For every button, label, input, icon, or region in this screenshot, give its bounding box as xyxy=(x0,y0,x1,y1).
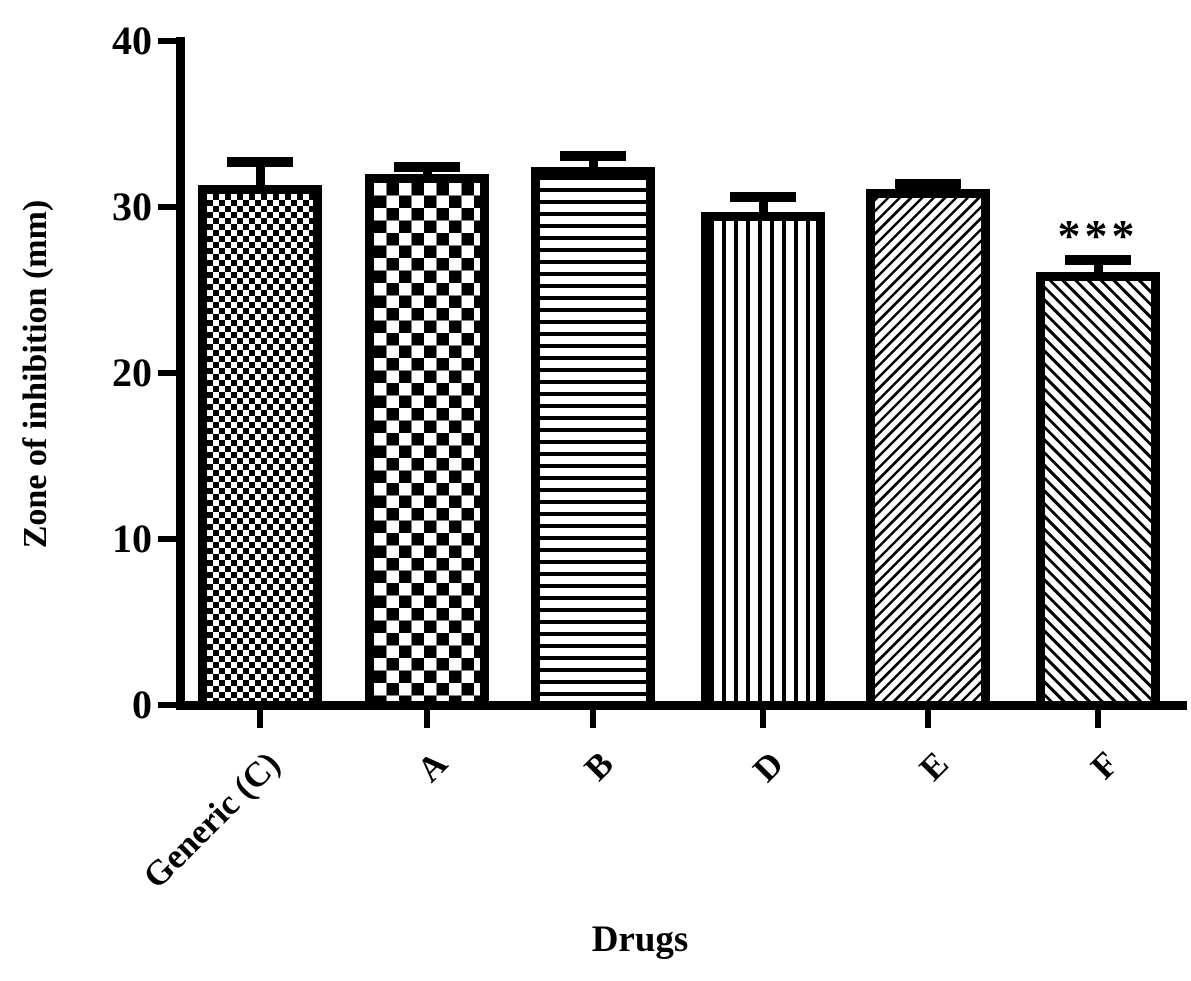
x-category-label: E xyxy=(911,744,956,789)
error-bar-stem xyxy=(256,165,265,191)
y-tick xyxy=(158,38,176,44)
x-category-label: B xyxy=(576,744,621,789)
x-tick xyxy=(257,710,263,728)
x-category-label: F xyxy=(1082,744,1126,787)
error-bar-cap xyxy=(895,179,961,189)
y-tick-label: 40 xyxy=(112,18,152,63)
y-tick xyxy=(158,204,176,210)
y-tick-label: 10 xyxy=(112,516,152,561)
x-tick xyxy=(1095,710,1101,728)
error-bar-cap xyxy=(394,162,460,172)
x-tick xyxy=(925,710,931,728)
x-axis-line xyxy=(176,701,1187,710)
error-bar-stem xyxy=(1094,263,1103,278)
y-tick xyxy=(158,536,176,542)
y-axis-line xyxy=(176,37,185,710)
error-bar-cap xyxy=(1065,255,1131,265)
y-axis-title: Zone of inhibition (mm) xyxy=(17,199,54,549)
error-bar-cap xyxy=(560,151,626,161)
error-bar-stem xyxy=(589,159,598,173)
bar xyxy=(866,189,990,710)
error-bar-cap xyxy=(227,157,293,167)
x-category-label: A xyxy=(409,744,455,790)
x-tick xyxy=(424,710,430,728)
y-tick-label: 0 xyxy=(132,682,152,727)
bar xyxy=(531,167,655,710)
y-tick xyxy=(158,702,176,708)
x-category-label: Generic (C) xyxy=(135,744,288,896)
bar xyxy=(701,212,825,710)
x-tick xyxy=(760,710,766,728)
y-tick xyxy=(158,370,176,376)
error-bar-stem xyxy=(759,200,768,218)
bar xyxy=(198,185,322,710)
significance-annotation: *** xyxy=(1057,210,1139,261)
y-tick-label: 20 xyxy=(112,350,152,395)
error-bar-cap xyxy=(730,192,796,202)
x-tick xyxy=(590,710,596,728)
bar xyxy=(1036,272,1160,710)
x-category-label: D xyxy=(745,744,791,790)
x-axis-title: Drugs xyxy=(591,919,689,960)
y-tick-label: 30 xyxy=(112,184,152,229)
bar xyxy=(365,174,489,710)
